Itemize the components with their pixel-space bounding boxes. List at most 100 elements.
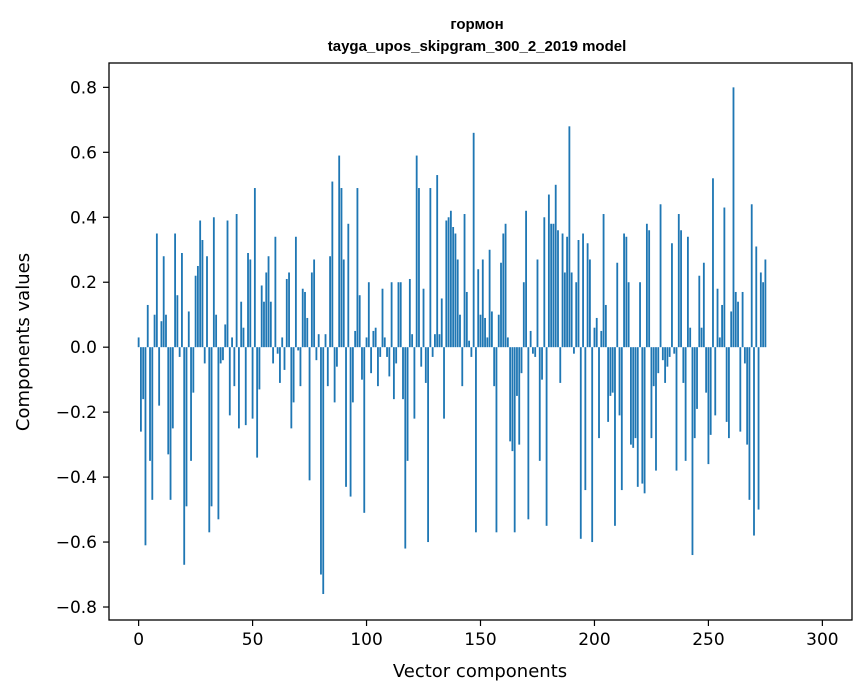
bar (392, 347, 395, 400)
bar (732, 87, 735, 348)
bar (495, 347, 498, 533)
bar (397, 282, 400, 348)
bar (728, 347, 730, 439)
bar (588, 259, 591, 348)
bar (561, 233, 564, 348)
bar (192, 347, 195, 393)
bar (383, 337, 386, 348)
bar (452, 227, 455, 348)
bar (354, 330, 357, 348)
bar (424, 347, 427, 383)
bar (525, 210, 527, 348)
bar (231, 337, 233, 348)
bar (611, 347, 614, 393)
bar (477, 269, 480, 348)
bar (547, 194, 550, 348)
bar (297, 347, 300, 351)
bar (725, 347, 728, 422)
x-tick-label: 50 (242, 630, 264, 650)
bar (443, 347, 445, 419)
bar (215, 314, 218, 348)
bar (650, 347, 653, 439)
bar (429, 188, 432, 348)
bar (251, 347, 254, 419)
y-tick-label: 0.4 (70, 208, 97, 228)
bar (317, 334, 320, 348)
bar (299, 347, 302, 387)
bar (267, 256, 270, 348)
bar (673, 347, 676, 354)
bar (149, 347, 151, 461)
bar (379, 347, 382, 357)
bar (224, 324, 227, 348)
bar (388, 347, 391, 377)
bar (158, 347, 161, 406)
chart-title: гормон (450, 16, 503, 33)
bar (520, 347, 523, 374)
bar (240, 301, 243, 348)
bar (554, 184, 557, 348)
bar (488, 249, 491, 348)
bar (532, 347, 534, 354)
bar (682, 347, 685, 383)
bar (137, 337, 140, 348)
bar (691, 347, 694, 556)
bar (696, 347, 698, 409)
bar (723, 207, 726, 348)
bar (755, 246, 758, 348)
bar (641, 347, 644, 484)
bar (279, 347, 281, 383)
bar (199, 220, 202, 348)
bar (623, 233, 625, 348)
bar (661, 347, 664, 361)
bar (456, 259, 459, 348)
bar (413, 347, 416, 419)
bar (402, 347, 404, 400)
bar (276, 347, 279, 354)
bar (242, 327, 245, 348)
bar (162, 256, 165, 348)
bar (527, 347, 530, 520)
bar (431, 347, 434, 357)
bar (550, 223, 553, 348)
bar (484, 317, 486, 348)
bar (440, 298, 443, 348)
bar (146, 304, 149, 348)
bar (493, 347, 496, 387)
bar (228, 347, 231, 416)
bar (595, 317, 598, 348)
bar (272, 347, 275, 364)
bar (636, 347, 639, 487)
bar (591, 347, 594, 543)
bar (326, 347, 329, 387)
bar (370, 347, 373, 374)
bar (506, 337, 509, 348)
bar (174, 233, 176, 348)
bar (358, 295, 361, 348)
bar (381, 288, 384, 348)
bar (301, 288, 304, 348)
bar (675, 347, 678, 471)
bar (459, 314, 461, 348)
bar (447, 217, 450, 348)
bar (604, 304, 607, 348)
bar (208, 347, 211, 533)
bar (516, 347, 518, 396)
bar (169, 347, 172, 500)
bar (750, 204, 753, 348)
bar (579, 347, 582, 539)
bar (475, 347, 477, 533)
bar (367, 282, 370, 348)
bar (160, 321, 163, 348)
bar (167, 347, 170, 455)
bar (315, 347, 318, 361)
x-axis-label: Vector components (393, 661, 567, 682)
bar (677, 214, 680, 348)
y-tick-label: −0.4 (56, 468, 97, 488)
bar (630, 347, 632, 445)
bar (347, 223, 350, 348)
x-tick-label: 250 (692, 630, 724, 650)
bar (714, 347, 717, 416)
bar (568, 126, 571, 348)
bar (445, 220, 448, 348)
